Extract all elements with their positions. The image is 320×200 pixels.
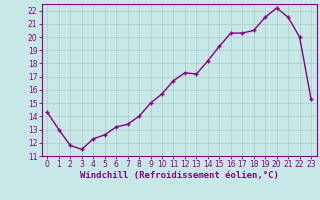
- X-axis label: Windchill (Refroidissement éolien,°C): Windchill (Refroidissement éolien,°C): [80, 171, 279, 180]
